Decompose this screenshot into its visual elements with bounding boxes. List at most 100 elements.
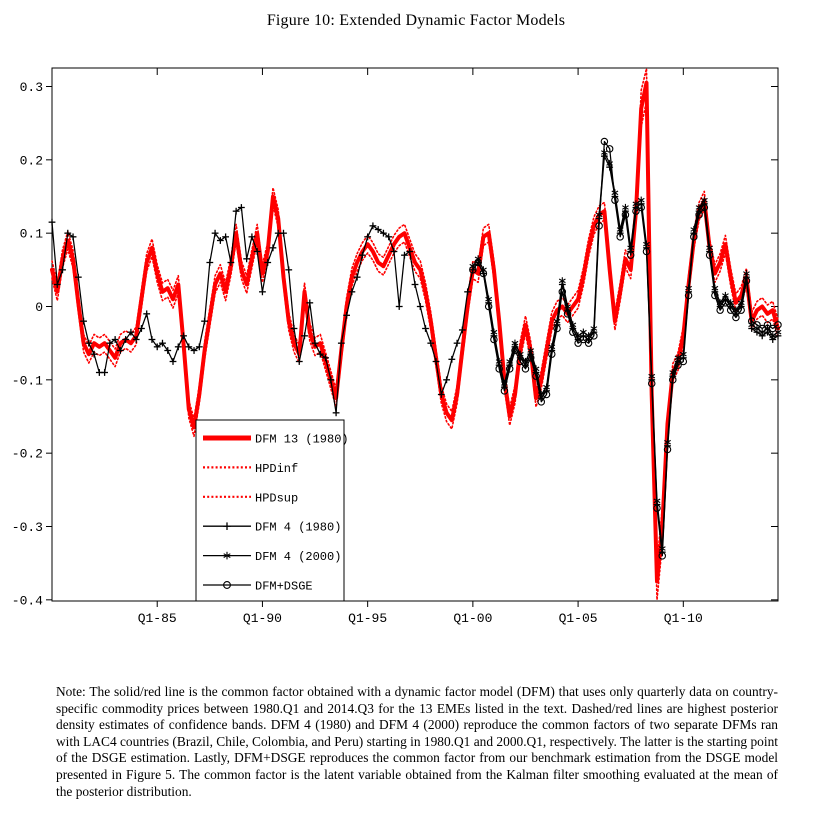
circle-marker xyxy=(626,251,635,259)
hpdsup-line xyxy=(51,67,779,565)
circle-marker xyxy=(495,365,503,373)
circle-marker xyxy=(469,266,477,274)
dfm13-line xyxy=(50,80,780,584)
circle-marker xyxy=(611,196,619,204)
star-marker xyxy=(574,333,582,339)
star-marker xyxy=(711,285,719,291)
circle-marker xyxy=(711,291,719,300)
circle-marker xyxy=(726,306,735,314)
x-tick-label: Q1-10 xyxy=(664,611,703,626)
circle-marker xyxy=(663,445,672,454)
star-marker xyxy=(622,205,629,210)
circle-marker xyxy=(679,357,688,366)
circle-marker xyxy=(521,365,530,373)
y-tick-label: -0.4 xyxy=(12,593,43,608)
circle-marker xyxy=(742,277,751,285)
plot-border xyxy=(51,67,779,602)
legend-label: DFM+DSGE xyxy=(255,580,313,594)
y-tick-label: 0 xyxy=(35,300,43,315)
figure-note-text: Note: The solid/red line is the common f… xyxy=(56,684,778,799)
circle-marker xyxy=(516,357,524,366)
star-marker xyxy=(706,245,714,251)
star-marker xyxy=(685,285,692,291)
star-marker xyxy=(674,355,682,361)
x-tick-label: Q1-85 xyxy=(138,611,177,626)
circle-marker xyxy=(705,251,714,259)
star-marker xyxy=(721,293,729,298)
circle-marker xyxy=(690,233,698,241)
star-marker xyxy=(516,351,524,357)
circle-marker xyxy=(223,581,231,589)
circle-marker xyxy=(474,258,482,267)
circle-marker xyxy=(526,354,535,362)
circle-marker xyxy=(558,288,567,296)
star-marker xyxy=(495,359,503,364)
star-marker xyxy=(606,161,614,166)
circle-marker xyxy=(737,306,745,314)
star-marker xyxy=(600,150,608,155)
y-tick-label: 0.3 xyxy=(20,80,43,95)
star-marker xyxy=(637,197,645,203)
circle-marker xyxy=(637,203,645,212)
circle-marker xyxy=(479,269,488,278)
circle-marker xyxy=(616,233,624,241)
circle-marker xyxy=(642,247,651,256)
legend-label: DFM 13 (1980) xyxy=(255,433,349,447)
star-marker xyxy=(632,201,640,207)
circle-marker xyxy=(674,361,682,369)
circle-marker xyxy=(490,335,498,344)
x-tick-label: Q1-95 xyxy=(348,611,387,626)
star-marker xyxy=(511,340,519,346)
star-marker xyxy=(579,329,587,335)
star-marker xyxy=(527,348,535,353)
circle-marker xyxy=(484,302,493,311)
circle-marker xyxy=(584,339,593,347)
star-marker xyxy=(223,553,231,558)
y-tick-label: 0.2 xyxy=(20,153,43,168)
y-tick-label: 0.1 xyxy=(20,227,44,242)
circle-marker xyxy=(621,211,630,219)
circle-marker xyxy=(632,207,640,215)
circle-marker xyxy=(537,398,546,406)
circle-marker xyxy=(553,324,561,333)
circle-marker xyxy=(579,335,588,344)
circle-marker xyxy=(600,137,609,146)
circle-marker xyxy=(732,313,740,322)
circle-marker xyxy=(505,365,514,373)
figure-note: Note: The solid/red line is the common f… xyxy=(56,684,778,800)
circle-marker xyxy=(774,321,782,329)
circle-marker xyxy=(747,317,756,325)
circle-marker xyxy=(563,310,572,318)
legend-label: HPDinf xyxy=(255,462,298,476)
y-tick-label: -0.3 xyxy=(12,520,43,535)
circle-marker xyxy=(548,350,556,358)
circle-marker xyxy=(542,390,551,399)
circle-marker xyxy=(763,321,772,329)
circle-marker xyxy=(695,211,703,219)
circle-marker xyxy=(653,504,661,512)
figure-title: Figure 10: Extended Dynamic Factor Model… xyxy=(266,12,566,29)
star-marker xyxy=(700,197,708,203)
circle-marker xyxy=(768,324,777,333)
x-tick-label: Q1-00 xyxy=(453,611,492,626)
star-marker xyxy=(543,384,550,390)
circle-marker xyxy=(647,379,656,388)
circle-marker xyxy=(569,328,577,336)
circle-marker xyxy=(684,291,693,300)
circle-marker xyxy=(595,222,603,230)
legend-label: HPDsup xyxy=(255,491,298,505)
circle-marker xyxy=(658,552,667,560)
hpdinf-line xyxy=(51,100,779,601)
circle-marker xyxy=(532,372,540,380)
x-tick-label: Q1-05 xyxy=(559,611,598,626)
dfm4-1980-line xyxy=(51,155,779,553)
y-tick-label: -0.1 xyxy=(12,373,43,388)
legend-label: DFM 4 (2000) xyxy=(255,550,341,564)
circle-marker xyxy=(605,145,614,153)
star-marker xyxy=(769,333,777,339)
circle-marker xyxy=(758,324,766,333)
star-marker xyxy=(485,296,493,302)
star-marker xyxy=(611,190,619,196)
star-marker xyxy=(669,370,677,375)
